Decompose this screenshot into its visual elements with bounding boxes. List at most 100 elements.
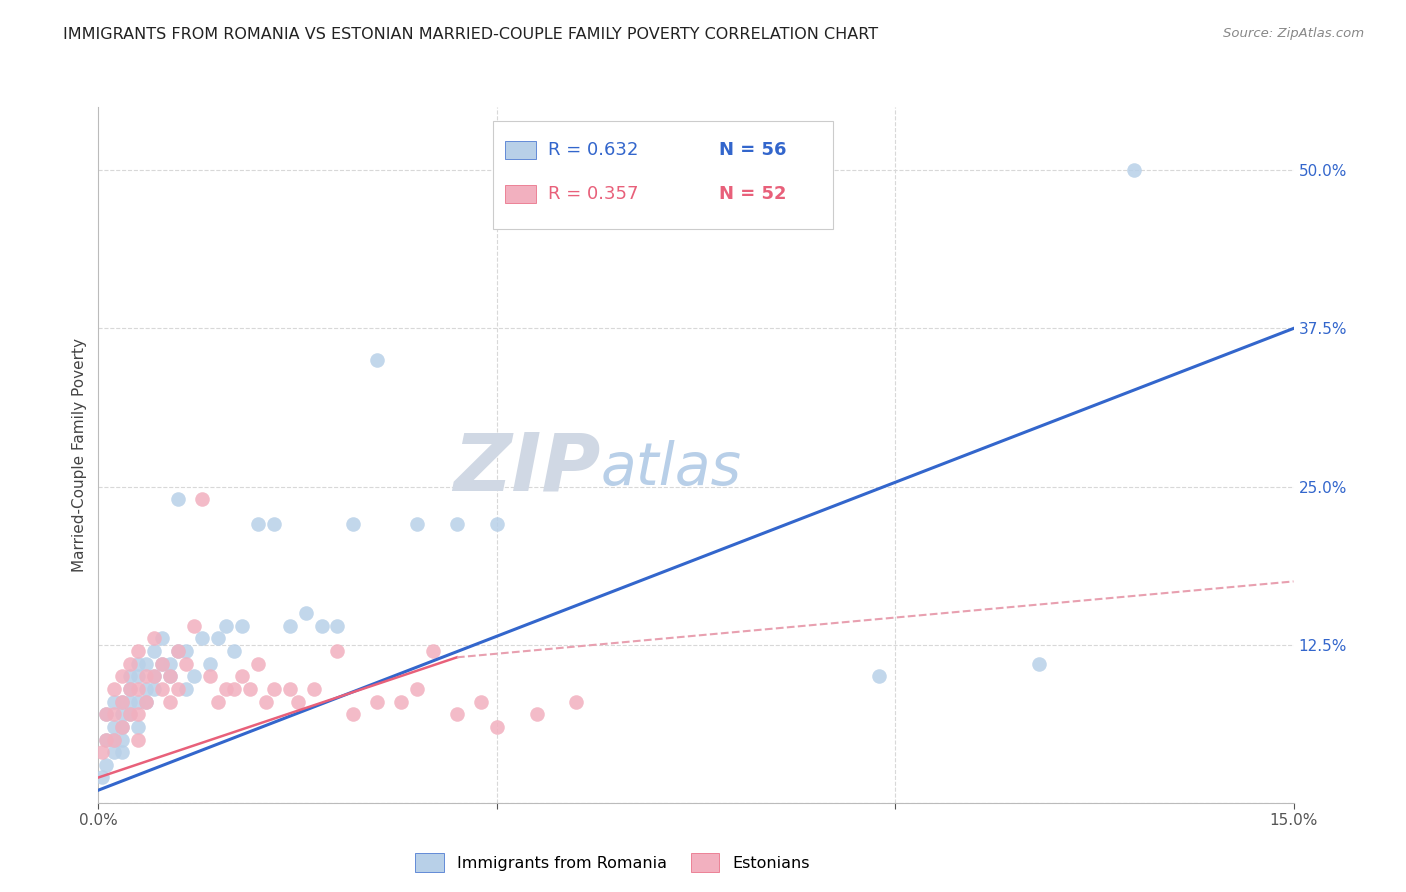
Point: [215, 681, 238, 696]
Point: [222, 681, 245, 696]
Point: [103, 745, 125, 759]
Point: [91, 745, 114, 759]
Point: [239, 681, 262, 696]
Point: [263, 681, 285, 696]
Point: [111, 707, 134, 722]
Point: [159, 669, 181, 683]
Legend: Immigrants from Romania, Estonians: Immigrants from Romania, Estonians: [409, 847, 815, 879]
Point: [111, 720, 134, 734]
Point: [207, 632, 229, 646]
Point: [174, 681, 197, 696]
Point: [215, 618, 238, 632]
Point: [470, 695, 492, 709]
Point: [150, 657, 173, 671]
Text: atlas: atlas: [600, 441, 741, 498]
Point: [167, 644, 190, 658]
Point: [246, 657, 269, 671]
Point: [389, 695, 412, 709]
Point: [103, 695, 125, 709]
Point: [868, 669, 890, 683]
Point: [311, 618, 333, 632]
Point: [120, 707, 142, 722]
Point: [103, 681, 125, 696]
Point: [1028, 657, 1050, 671]
Point: [127, 669, 149, 683]
Point: [96, 707, 118, 722]
Point: [302, 681, 325, 696]
Point: [191, 492, 214, 507]
Point: [183, 669, 205, 683]
Point: [366, 353, 388, 368]
Point: [167, 644, 190, 658]
Point: [103, 732, 125, 747]
Point: [326, 644, 349, 658]
Point: [111, 695, 134, 709]
Point: [150, 681, 173, 696]
Point: [222, 644, 245, 658]
Point: [326, 618, 349, 632]
Point: [127, 707, 149, 722]
Point: [342, 517, 364, 532]
Point: [287, 695, 309, 709]
Point: [96, 707, 118, 722]
Point: [143, 669, 166, 683]
Point: [135, 695, 157, 709]
Point: [174, 644, 197, 658]
Point: [103, 707, 125, 722]
Point: [167, 492, 190, 507]
Text: R = 0.357: R = 0.357: [548, 185, 638, 203]
Point: [159, 695, 181, 709]
Point: [111, 745, 134, 759]
Point: [127, 732, 149, 747]
Point: [120, 707, 142, 722]
FancyBboxPatch shape: [505, 141, 536, 159]
Point: [111, 732, 134, 747]
Point: [207, 695, 229, 709]
Point: [127, 681, 149, 696]
Point: [231, 618, 253, 632]
Point: [96, 732, 118, 747]
Point: [198, 669, 221, 683]
Y-axis label: Married-Couple Family Poverty: Married-Couple Family Poverty: [72, 338, 87, 572]
Point: [159, 657, 181, 671]
Point: [231, 669, 253, 683]
Point: [127, 644, 149, 658]
Point: [135, 681, 157, 696]
Point: [254, 695, 277, 709]
Point: [1123, 163, 1146, 178]
Point: [294, 606, 316, 620]
Point: [143, 681, 166, 696]
Point: [143, 644, 166, 658]
Point: [143, 632, 166, 646]
Point: [446, 517, 468, 532]
Point: [406, 517, 429, 532]
Point: [91, 771, 114, 785]
Point: [526, 707, 548, 722]
Point: [485, 517, 508, 532]
Point: [135, 669, 157, 683]
Point: [120, 657, 142, 671]
Point: [150, 632, 173, 646]
Point: [174, 657, 197, 671]
Text: N = 56: N = 56: [718, 141, 786, 159]
Point: [120, 681, 142, 696]
Point: [111, 669, 134, 683]
Point: [342, 707, 364, 722]
Text: ZIP: ZIP: [453, 430, 600, 508]
Point: [120, 669, 142, 683]
Point: [135, 657, 157, 671]
Point: [485, 720, 508, 734]
Point: [446, 707, 468, 722]
Point: [565, 695, 588, 709]
Point: [143, 669, 166, 683]
Point: [150, 657, 173, 671]
Point: [422, 644, 444, 658]
Point: [111, 720, 134, 734]
Point: [135, 695, 157, 709]
Point: [127, 657, 149, 671]
Point: [120, 695, 142, 709]
Point: [120, 681, 142, 696]
Text: N = 52: N = 52: [718, 185, 786, 203]
Point: [127, 720, 149, 734]
Point: [167, 681, 190, 696]
